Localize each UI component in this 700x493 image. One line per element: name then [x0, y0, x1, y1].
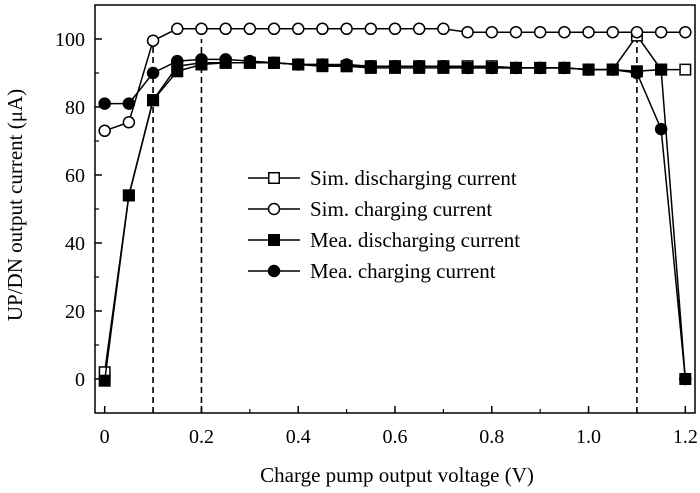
data-point-filled-circle: [509, 61, 523, 75]
y-tick-label: 100: [55, 29, 85, 51]
data-point-open-square: [679, 63, 692, 76]
data-point-open-circle: [243, 22, 257, 36]
y-tick-label: 20: [65, 301, 85, 323]
data-point-open-circle: [509, 25, 523, 39]
y-tick-label: 60: [65, 165, 85, 187]
y-tick-label: 40: [65, 233, 85, 255]
x-axis-title: Charge pump output voltage (V): [260, 463, 534, 487]
data-point-open-circle: [679, 25, 692, 39]
x-tick-label: 0: [100, 426, 110, 448]
data-point-filled-square: [147, 94, 160, 107]
legend-marker-filled-circle: [267, 264, 281, 278]
data-point-filled-circle: [195, 53, 208, 66]
y-axis-title: UP/DN output current (μA): [3, 89, 27, 321]
legend-label: Mea. discharging current: [310, 228, 520, 252]
data-point-open-circle: [437, 22, 450, 36]
x-tick-label: 1.0: [576, 426, 601, 448]
data-point-open-circle: [630, 25, 644, 39]
legend-label: Sim. discharging current: [310, 166, 517, 190]
data-point-open-circle: [606, 25, 619, 39]
data-point-open-circle: [98, 124, 111, 138]
data-point-filled-circle: [558, 61, 571, 75]
data-point-open-circle: [122, 116, 136, 129]
data-point-filled-circle: [340, 58, 353, 71]
y-tick-label: 0: [75, 369, 85, 391]
data-point-filled-circle: [122, 97, 136, 110]
x-tick-label: 0.6: [383, 426, 408, 448]
data-point-filled-circle: [316, 58, 329, 71]
legend-marker-open-square: [268, 172, 280, 184]
data-point-filled-square: [171, 65, 184, 78]
data-point-filled-square: [655, 63, 668, 76]
series-line-3: [103, 62, 687, 381]
data-point-filled-circle: [243, 54, 257, 68]
x-tick-label: 0.2: [189, 426, 214, 448]
x-tick-label: 0.8: [479, 426, 504, 448]
data-point-filled-circle: [485, 61, 499, 75]
data-point-open-circle: [388, 22, 402, 36]
data-point-filled-circle: [606, 63, 619, 76]
data-point-filled-circle: [654, 122, 668, 136]
data-point-filled-square: [122, 189, 135, 202]
x-tick-label: 1.2: [673, 426, 698, 448]
data-point-open-circle: [146, 34, 160, 47]
data-point-open-circle: [461, 25, 474, 39]
data-point-filled-circle: [533, 61, 547, 75]
data-point-filled-circle: [437, 59, 450, 73]
data-point-filled-circle: [219, 53, 232, 66]
data-point-filled-circle: [582, 63, 595, 76]
series-line-2: [104, 28, 686, 132]
data-point-open-circle: [654, 25, 668, 39]
data-point-filled-circle: [461, 61, 474, 75]
data-point-open-circle: [316, 22, 329, 36]
data-point-filled-circle: [679, 372, 692, 386]
data-point-open-circle: [533, 25, 547, 39]
data-point-filled-circle: [388, 59, 402, 73]
data-point-open-circle: [582, 25, 595, 39]
y-tick-label: 80: [65, 97, 85, 119]
legend-label: Sim. charging current: [310, 197, 492, 221]
data-point-open-circle: [364, 22, 378, 36]
data-point-filled-circle: [171, 54, 184, 68]
data-point-open-circle: [195, 22, 208, 36]
data-point-filled-circle: [98, 97, 111, 110]
legend-marker-filled-square: [268, 234, 280, 246]
data-point-open-circle: [412, 22, 426, 36]
data-point-filled-circle: [412, 59, 426, 73]
data-point-filled-square: [98, 374, 111, 387]
data-point-open-circle: [485, 25, 499, 39]
x-tick-label: 0.4: [286, 426, 311, 448]
plot-area: 0 0.2 0.4 0.6 0.8 1.0 1.2 0 20 40 60 80 100 Sim. disc…: [55, 4, 698, 448]
legend-marker-open-circle: [267, 202, 281, 216]
data-point-filled-circle: [146, 66, 160, 80]
data-point-filled-circle: [364, 59, 378, 73]
data-point-filled-circle: [291, 58, 305, 71]
data-point-filled-circle: [267, 56, 281, 70]
data-point-open-circle: [558, 25, 571, 39]
data-point-filled-circle: [630, 66, 644, 80]
data-point-open-circle: [340, 22, 353, 36]
data-point-open-circle: [291, 22, 305, 36]
data-point-open-circle: [171, 22, 184, 36]
data-point-open-circle: [267, 22, 281, 36]
legend-label: Mea. charging current: [310, 259, 496, 283]
data-point-open-circle: [219, 22, 232, 36]
